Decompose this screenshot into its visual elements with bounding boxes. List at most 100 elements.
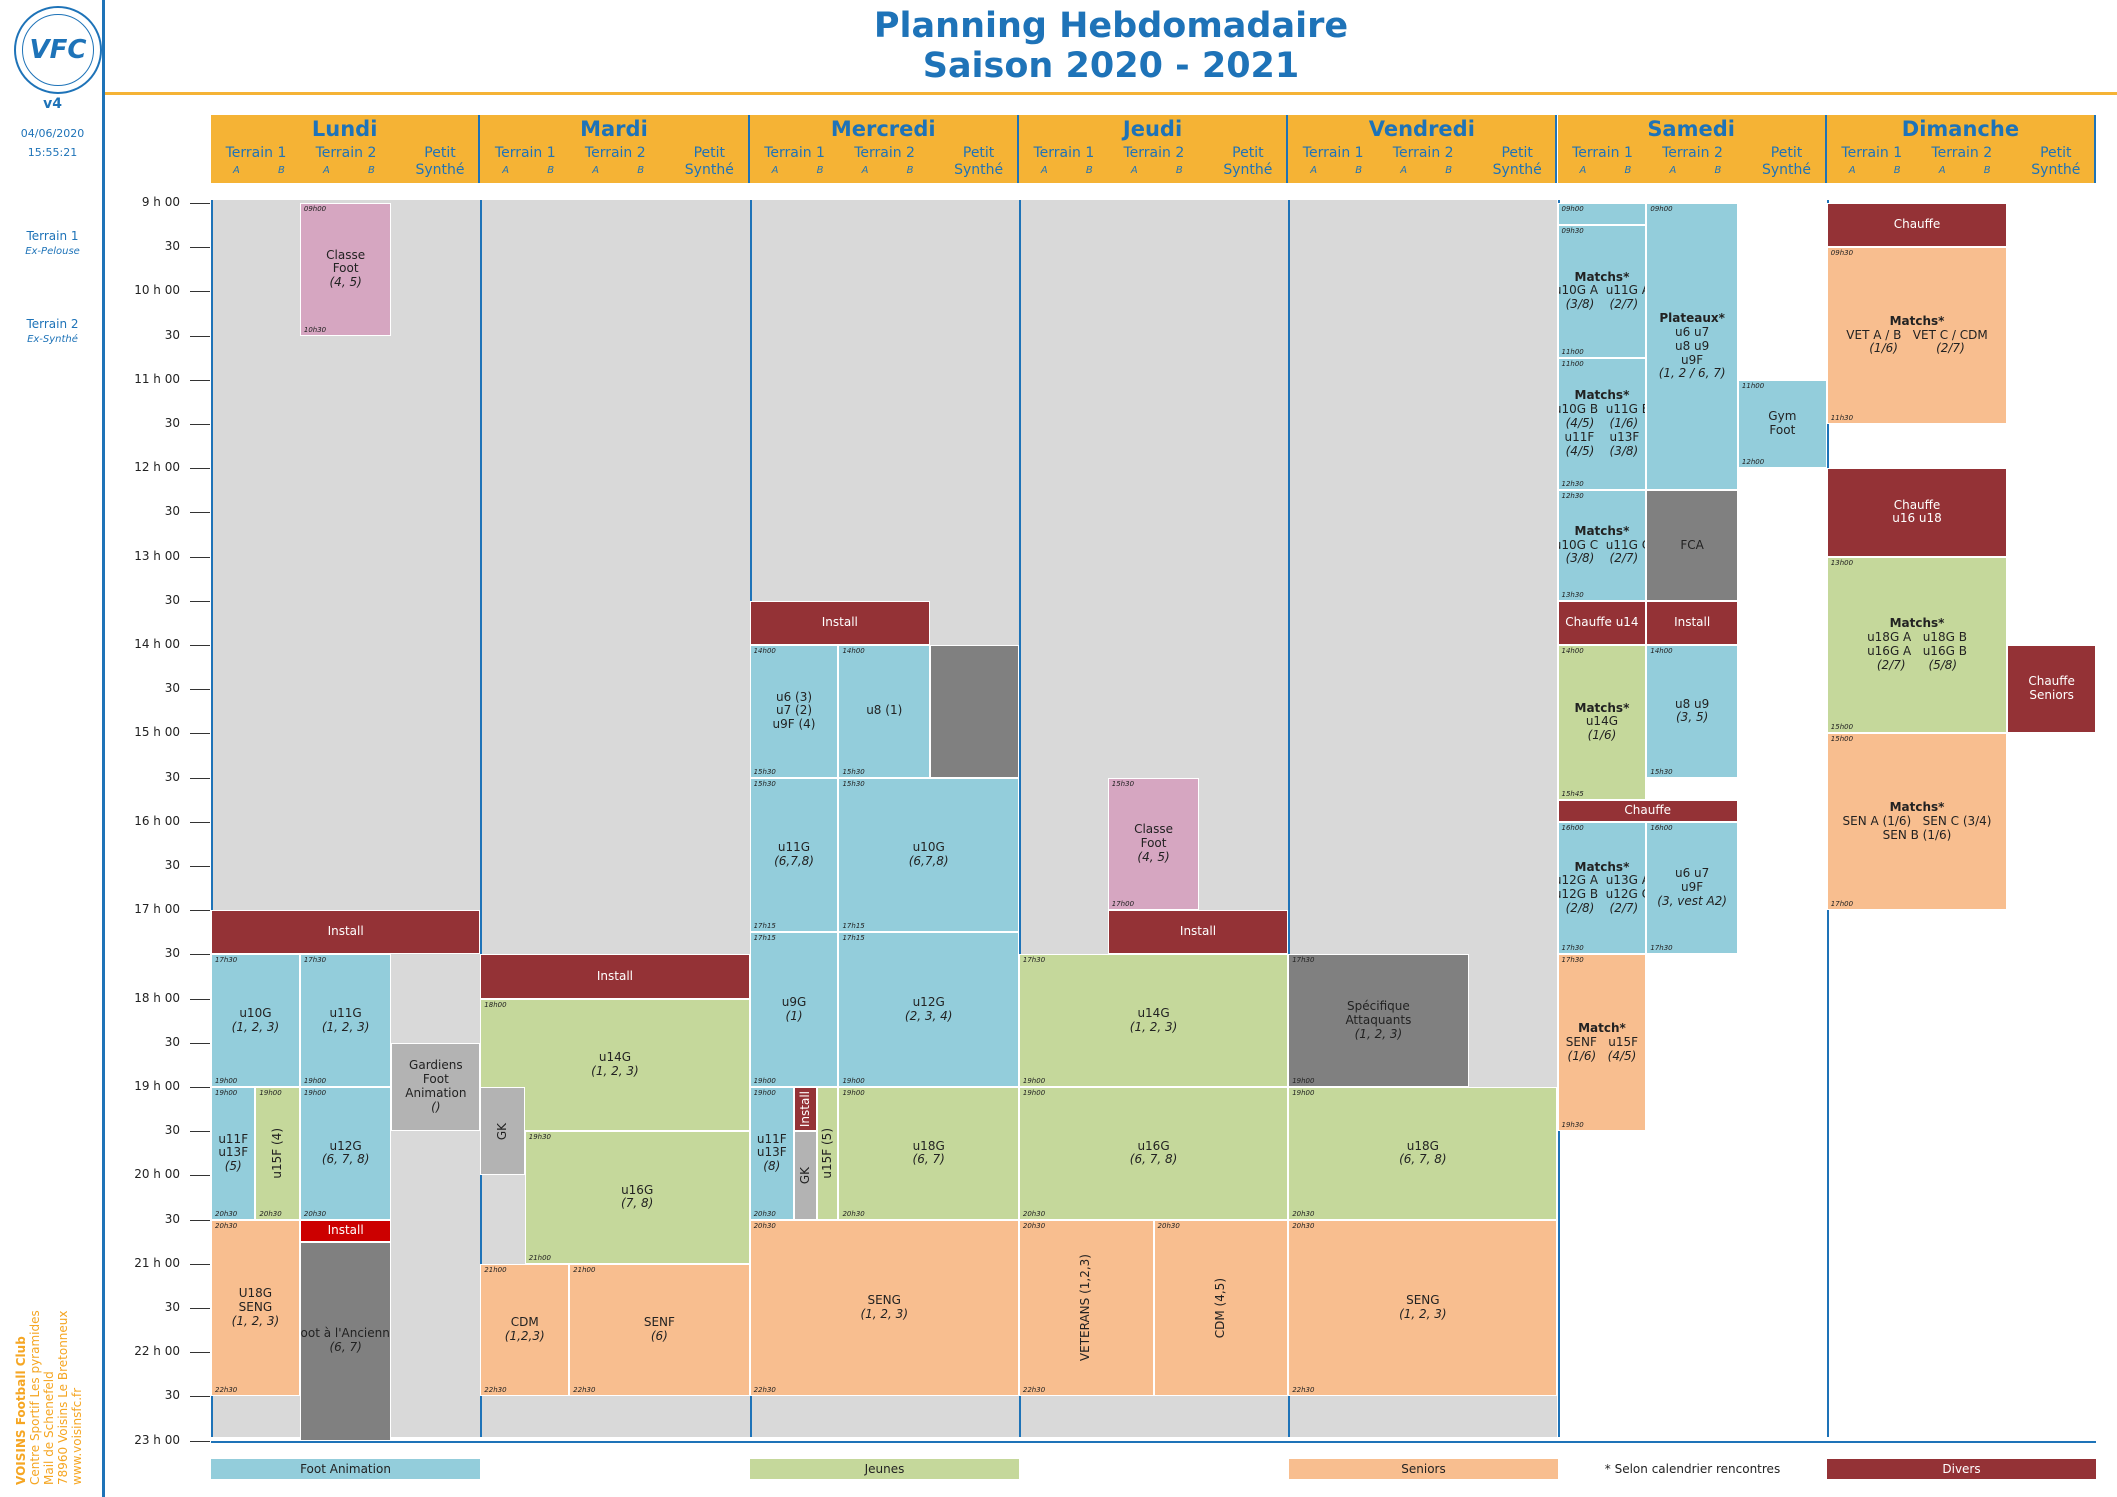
schedule-event[interactable]: u11F u13F (5) 19h00 20h30 [211, 1087, 256, 1220]
club-website[interactable]: www.voisinsfc.fr [70, 1387, 84, 1485]
schedule-event[interactable]: Install [1646, 600, 1738, 645]
schedule-event[interactable]: GK [480, 1087, 525, 1176]
terrain2-column-header: Terrain 2 [584, 145, 646, 161]
end-time: 22h30 [1022, 1386, 1046, 1395]
half-field-label: B [1983, 165, 1991, 176]
event-label-line: Matchs* [1843, 800, 1992, 815]
schedule-event[interactable]: u11F u13F (8) 19h00 20h30 [749, 1087, 795, 1220]
end-time: 20h30 [1292, 1209, 1315, 1218]
event-title: Matchs* [1889, 313, 1945, 328]
schedule-event[interactable]: CDM (1,2,3) 21h00 22h30 [480, 1263, 570, 1397]
schedule-event[interactable]: FCA [1646, 490, 1738, 601]
club-address: VOISINS Football Club Centre Sportif Les… [14, 1300, 84, 1485]
day-name: Lundi [311, 117, 378, 141]
event-teams: (2/7) (5/8) [1876, 657, 1958, 672]
schedule-event[interactable]: Matchs* SEN A (1/6) SEN C (3/4) SEN B (1/6… [1826, 733, 2008, 911]
event-label-line: (1,2,3) [505, 1329, 545, 1344]
schedule-event[interactable]: Matchs* u10G A u11G A (3/8) (2/7) 09h30 11h0… [1557, 225, 1647, 358]
schedule-event[interactable]: Classe Foot (4, 5) 09h00 10h30 [299, 203, 392, 336]
schedule-event[interactable]: SENF (6) 21h00 22h30 [569, 1263, 750, 1397]
schedule-event[interactable]: Gardiens Foot Animation() [391, 1042, 481, 1132]
event-label-line: (3, vest A2) [1657, 894, 1727, 909]
schedule-event[interactable]: Matchs* u10G B u11G B (4/5) (1/6) u11F u13F… [1557, 357, 1647, 491]
schedule-event[interactable]: u9G (1) 17h15 19h00 [749, 932, 839, 1087]
time-tick [190, 468, 210, 470]
event-label-line: u10G A u11G A [1557, 283, 1647, 298]
start-time: 19h00 [303, 1089, 327, 1097]
schedule-event[interactable]: Match* SENF u15F (1/6) (4/5) 17h30 19h30 [1557, 954, 1647, 1132]
start-time: 09h00 [1650, 205, 1673, 213]
schedule-event[interactable]: Chauffe Seniors [2007, 645, 2097, 734]
schedule-event[interactable]: u15F (5) [816, 1087, 839, 1220]
schedule-event[interactable]: U18G SENG (1, 2, 3) 20h30 22h30 [211, 1219, 300, 1397]
schedule-event[interactable]: SENG (1, 2, 3) 20h30 22h30 [749, 1219, 1019, 1397]
schedule-event[interactable]: Matchs* VET A / B VET C / CDM (1/6) (2/7) 0… [1826, 247, 2008, 424]
schedule-event[interactable]: u14G (1, 2, 3) 18h00 [480, 998, 750, 1132]
schedule-event[interactable]: 09h00 [1557, 203, 1647, 226]
event-label-line: Plateaux* [1659, 311, 1726, 326]
schedule-event[interactable]: u15F (4) 19h00 20h30 [255, 1087, 300, 1220]
schedule-event[interactable]: Install [749, 600, 931, 645]
schedule-event[interactable]: Install [794, 1087, 817, 1132]
schedule-event[interactable]: u12G (2, 3, 4) 17h15 19h00 [838, 932, 1019, 1087]
schedule-event[interactable]: u16G (7, 8) 19h30 21h00 [524, 1131, 750, 1264]
event-label-line: u14G [1585, 714, 1619, 729]
schedule-event[interactable]: u11G (1, 2, 3) 17h30 19h00 [299, 954, 392, 1087]
schedule-event[interactable]: Install [1107, 910, 1289, 955]
schedule-event[interactable]: u10G (1, 2, 3) 17h30 19h00 [211, 954, 300, 1087]
event-label-line: u13F [756, 1145, 787, 1160]
schedule-event[interactable]: Install [211, 910, 481, 955]
schedule-event[interactable]: u18G (6, 7, 8) 19h00 20h30 [1288, 1087, 1558, 1220]
schedule-event[interactable]: Plateaux* u6 u7 u8 u9 u9F (1, 2 / 6, 7) 09h00 [1646, 203, 1738, 491]
schedule-event[interactable]: u12G (6, 7, 8) 19h00 20h30 [299, 1087, 392, 1220]
event-label: u6 (3) u7 (2) u9F (4) [773, 690, 816, 732]
event-label-line: SENG [867, 1293, 901, 1308]
day-name: Samedi [1647, 117, 1735, 141]
schedule-event[interactable]: Install [480, 954, 750, 999]
end-time: 22h30 [573, 1386, 596, 1395]
start-time: 17h30 [1561, 956, 1584, 965]
schedule-event[interactable]: u8 u9 (3, 5) 14h00 15h30 [1646, 645, 1738, 778]
schedule-event[interactable] [930, 645, 1019, 778]
schedule-event[interactable]: SENG (1, 2, 3) 20h30 22h30 [1288, 1219, 1558, 1397]
schedule-event[interactable]: Foot à l'Ancienne(6, 7) [299, 1241, 392, 1441]
event-teams: (6, 7) [912, 1152, 945, 1167]
time-label: 21 h 00 [134, 1255, 180, 1270]
schedule-event[interactable]: u6 (3) u7 (2) u9F (4) 14h00 15h30 [749, 645, 839, 778]
schedule-event[interactable]: u10G (6,7,8) 15h30 17h15 [838, 777, 1019, 933]
schedule-event[interactable]: CDM (4,5) 20h30 [1153, 1219, 1289, 1397]
schedule-event[interactable]: u8 (1) 14h00 15h30 [838, 645, 931, 778]
event-label: Chauffe [1624, 803, 1671, 818]
half-field-label: A [323, 165, 330, 176]
event-label: u18G (6, 7, 8) [1399, 1138, 1447, 1168]
schedule-event[interactable]: GK [794, 1131, 817, 1220]
date-label: 04/06/2020 [20, 127, 85, 140]
event-label-line: u11G [329, 1005, 362, 1020]
schedule-event[interactable]: Chauffe [1557, 799, 1738, 822]
schedule-event[interactable]: Install [299, 1219, 392, 1242]
schedule-event[interactable]: Gym Foot 11h00 12h00 [1737, 379, 1827, 469]
schedule-event[interactable]: VETERANS (1,2,3) 20h30 22h30 [1018, 1219, 1154, 1397]
end-time: 17h15 [753, 922, 776, 931]
event-label-line: u18G [1406, 1138, 1439, 1153]
legend-seniors: Seniors [1289, 1459, 1558, 1479]
schedule-event[interactable]: Spécifique Attaquants (1, 2, 3) 17h30 19h00 [1288, 954, 1469, 1087]
schedule-event[interactable]: Chauffe [1826, 203, 2008, 248]
schedule-event[interactable]: u16G (6, 7, 8) 19h00 20h30 [1018, 1087, 1289, 1220]
schedule-event[interactable]: Matchs* u10G C u11G C (3/8) (2/7) 12h30 13h3… [1557, 490, 1647, 601]
terrain1-sub: Ex-Pelouse [25, 246, 80, 257]
schedule-event[interactable]: Chauffe u14 [1557, 600, 1647, 645]
legend-note: * Selon calendrier rencontres [1604, 1462, 1781, 1476]
schedule-event[interactable]: u6 u7 u9F (3, vest A2) 16h00 17h30 [1646, 821, 1738, 955]
schedule-event[interactable]: Classe Foot (4, 5) 15h30 17h00 [1107, 777, 1200, 911]
schedule-event[interactable]: u14G (1, 2, 3) 17h30 19h00 [1018, 954, 1289, 1087]
schedule-event[interactable]: u18G (6, 7) 19h00 20h30 [838, 1087, 1019, 1220]
schedule-event[interactable]: Chauffe u16 u18 [1826, 468, 2008, 557]
schedule-event[interactable]: Matchs* u14G (1/6) 14h00 15h45 [1557, 645, 1647, 800]
time-label: 13 h 00 [134, 548, 180, 563]
time-tick [190, 556, 210, 558]
schedule-event[interactable]: u11G (6,7,8) 15h30 17h15 [749, 777, 839, 933]
time-label: 18 h 00 [134, 990, 180, 1005]
